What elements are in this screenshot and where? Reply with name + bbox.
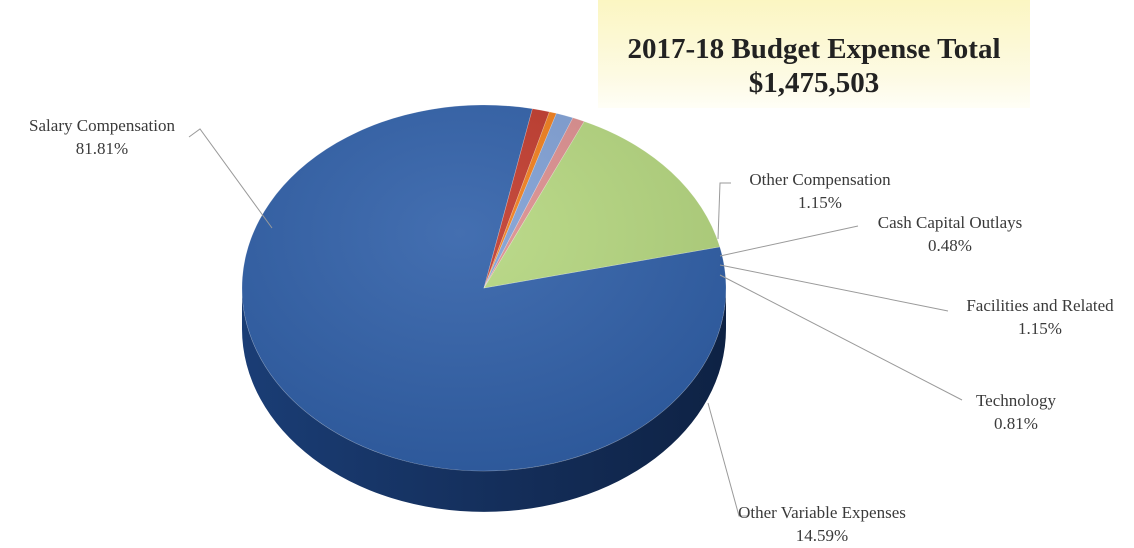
slice-value-cash-capital-outlays: 0.48%	[928, 236, 972, 255]
slice-value-other-variable-expenses: 14.59%	[796, 526, 848, 545]
leader-line-facilities-and-related	[719, 264, 949, 312]
slice-label-technology: Technology	[976, 391, 1057, 410]
slice-label-facilities-and-related: Facilities and Related	[966, 296, 1114, 315]
slice-label-salary-compensation: Salary Compensation	[29, 116, 175, 135]
leader-line-salary-compensation	[188, 128, 273, 229]
chart-title-box: 2017-18 Budget Expense Total $1,475,503	[598, 0, 1030, 108]
leader-line-other-compensation	[717, 182, 731, 240]
slice-label-cash-capital-outlays: Cash Capital Outlays	[878, 213, 1022, 232]
slice-value-other-compensation: 1.15%	[798, 193, 842, 212]
chart-title: 2017-18 Budget Expense Total	[627, 33, 1001, 65]
slice-label-other-variable-expenses: Other Variable Expenses	[738, 503, 906, 522]
pie-side-0	[242, 288, 726, 512]
leader-line-technology	[719, 274, 963, 401]
pie-top-shading	[242, 105, 726, 471]
leader-line-other-variable-expenses	[707, 402, 748, 517]
slice-value-salary-compensation: 81.81%	[76, 139, 128, 158]
slice-value-facilities-and-related: 1.15%	[1018, 319, 1062, 338]
slice-value-technology: 0.81%	[994, 414, 1038, 433]
chart-subtitle: $1,475,503	[748, 67, 880, 99]
slice-label-other-compensation: Other Compensation	[749, 170, 891, 189]
leader-line-cash-capital-outlays	[719, 225, 859, 257]
